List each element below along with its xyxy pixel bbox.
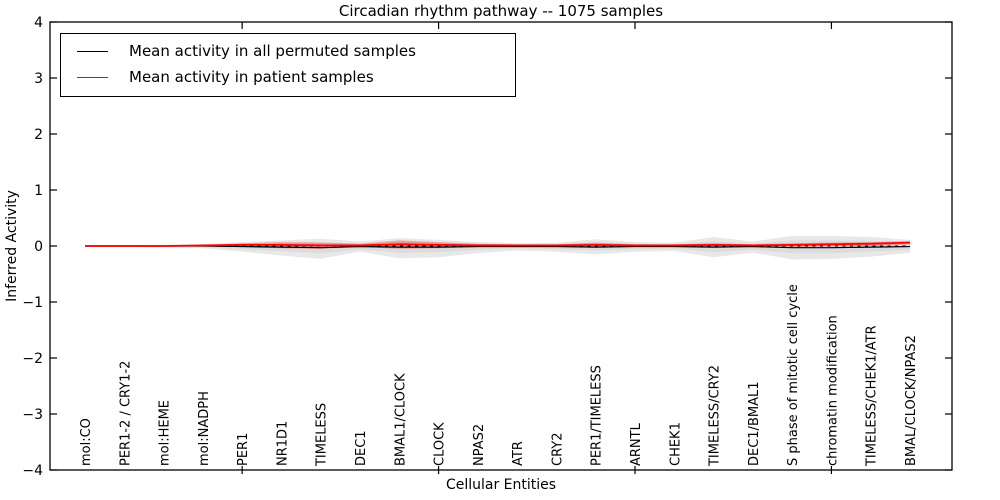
entity-tick-label: PER1 <box>236 433 251 466</box>
y-tick-label: −1 <box>22 295 43 311</box>
entity-tick-label: DEC1 <box>354 430 369 466</box>
entity-tick-label: NPAS2 <box>472 424 487 466</box>
x-axis-label: Cellular Entities <box>445 477 557 493</box>
entity-tick-label: TIMELESS <box>315 403 330 467</box>
entity-tick-label: mol:CO <box>79 418 94 466</box>
entity-tick-label: CRY2 <box>550 433 565 467</box>
permuted-mean-line <box>85 245 911 249</box>
y-tick-label: 1 <box>34 183 43 199</box>
legend-box: Mean activity in all permuted samples Me… <box>60 33 516 97</box>
entity-tick-label: DEC1/BMAL1 <box>747 382 762 467</box>
legend-entry-patient: Mean activity in patient samples <box>69 69 507 86</box>
patient-line-sample-icon <box>77 77 108 78</box>
entity-tick-label: BMAL/CLOCK/NPAS2 <box>904 335 919 466</box>
y-tick-label: −4 <box>22 463 43 479</box>
y-axis-label: Inferred Activity <box>4 190 20 302</box>
legend-label-permuted: Mean activity in all permuted samples <box>129 42 416 60</box>
y-tick-label: 4 <box>34 15 43 31</box>
y-tick-label: −2 <box>22 351 43 367</box>
entity-tick-label: TIMELESS/CRY2 <box>708 365 723 467</box>
legend-entry-permuted: Mean activity in all permuted samples <box>69 43 507 60</box>
entity-tick-label: mol:NADPH <box>197 391 212 466</box>
y-tick-label: 2 <box>34 127 43 143</box>
permuted-line-sample-icon <box>77 51 108 52</box>
entity-tick-label: ATR <box>511 441 526 466</box>
entity-tick-label: ARNTL <box>629 422 644 466</box>
entity-tick-label: chromatin modification <box>825 315 840 466</box>
y-tick-label: 3 <box>34 71 43 87</box>
patient-mean-line <box>85 241 911 247</box>
entity-tick-label: PER1-2 / CRY1-2 <box>118 361 133 466</box>
entity-tick-label: CHEK1 <box>668 422 683 466</box>
entity-tick-label: CLOCK <box>433 422 448 466</box>
y-tick-label: −3 <box>22 407 43 423</box>
entity-tick-label: TIMELESS/CHEK1/ATR <box>865 325 880 467</box>
entity-tick-label: S phase of mitotic cell cycle <box>786 284 801 466</box>
entity-tick-label: PER1/TIMELESS <box>590 365 605 466</box>
entity-tick-label: mol:HEME <box>158 400 173 466</box>
legend-label-patient: Mean activity in patient samples <box>129 68 374 86</box>
y-tick-label: 0 <box>34 239 43 255</box>
chart-title: Circadian rhythm pathway -- 1075 samples <box>338 2 664 20</box>
entity-tick-label: NR1D1 <box>275 421 290 466</box>
entity-tick-label: BMAL1/CLOCK <box>393 373 408 466</box>
